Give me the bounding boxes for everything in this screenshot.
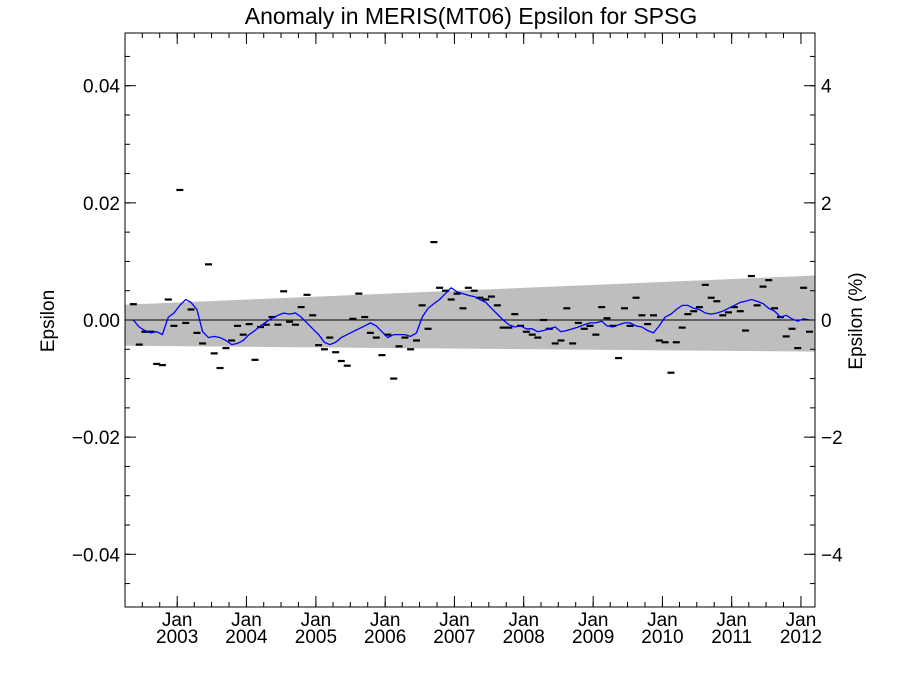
y-tick-label: −0.02 — [72, 428, 120, 449]
x-tick-month: Jan — [439, 610, 470, 631]
x-tick-month: Jan — [716, 610, 747, 631]
y2-tick-label: 2 — [821, 194, 832, 215]
y-tick-label: 0.04 — [83, 77, 120, 98]
x-tick-month: Jan — [647, 610, 678, 631]
y2-axis-label: Epsilon (%) — [846, 272, 867, 369]
x-tick-year: 2011 — [711, 627, 752, 648]
x-tick-month: Jan — [231, 610, 262, 631]
plot-area — [125, 188, 815, 380]
x-tick-year: 2007 — [433, 627, 475, 648]
x-tick-month: Jan — [370, 610, 401, 631]
smoothed-line — [132, 286, 810, 346]
y2-tick-label: −4 — [821, 545, 843, 566]
x-tick-month: Jan — [162, 610, 193, 631]
y-tick-label: 0.00 — [83, 311, 120, 332]
x-tick-month: Jan — [301, 610, 332, 631]
y2-tick-label: 0 — [821, 311, 832, 332]
y2-tick-label: 4 — [821, 77, 832, 98]
x-tick-year: 2003 — [156, 627, 198, 648]
x-tick-year: 2008 — [503, 627, 545, 648]
axes: 0.040.020.00−0.02−0.04420−2−4Jan2003Jan2… — [72, 33, 843, 648]
x-tick-year: 2004 — [225, 627, 268, 648]
x-tick-year: 2005 — [295, 627, 337, 648]
x-tick-year: 2009 — [572, 627, 614, 648]
x-tick-month: Jan — [578, 610, 609, 631]
y-tick-label: −0.04 — [72, 545, 121, 566]
y-tick-label: 0.02 — [83, 194, 120, 215]
x-tick-year: 2012 — [780, 627, 822, 648]
uncertainty-band — [125, 275, 815, 352]
x-tick-year: 2010 — [641, 627, 683, 648]
x-tick-month: Jan — [508, 610, 539, 631]
y2-tick-label: −2 — [821, 428, 843, 449]
x-tick-month: Jan — [786, 610, 817, 631]
x-tick-year: 2006 — [364, 627, 406, 648]
y-axis-label: Epsilon — [38, 290, 59, 352]
chart-title: Anomaly in MERIS(MT06) Epsilon for SPSG — [245, 3, 697, 29]
